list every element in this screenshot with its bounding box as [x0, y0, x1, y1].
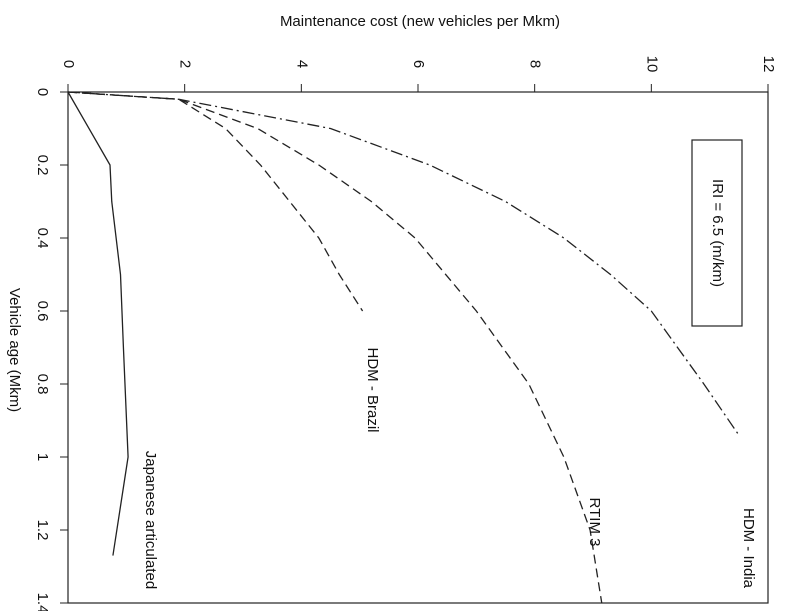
y-tick-label: 0 [60, 60, 77, 68]
x-tick-label: 0 [34, 88, 51, 96]
y-tick-label: 2 [177, 60, 194, 68]
line [67, 91, 740, 436]
y-tick-label: 12 [760, 56, 777, 73]
annotation-box [691, 139, 743, 327]
y-tick-label: 6 [410, 60, 427, 68]
line [67, 91, 129, 556]
x-tick-label: 1 [34, 453, 51, 461]
line [67, 91, 364, 312]
series-label: Japanese articulated [142, 451, 159, 589]
x-tick-label: 0.4 [34, 228, 51, 249]
series-label: HDM - Brazil [364, 348, 381, 433]
x-tick-label: 0.6 [34, 301, 51, 322]
annotation: IRI = 6.5 (m/km) [709, 179, 726, 287]
line [67, 91, 603, 604]
x-tick-label: 0.2 [34, 155, 51, 176]
x-axis-title: Vehicle age (Mkm) [6, 288, 23, 412]
y-tick-label: 8 [527, 60, 544, 68]
y-axis-title: Maintenance cost (new vehicles per Mkm) [280, 13, 560, 30]
x-tick-label: 1.4 [34, 593, 51, 611]
x-tick-label: 0.8 [34, 374, 51, 395]
y-tick-label: 4 [293, 60, 310, 68]
series-label: HDM - India [740, 508, 757, 589]
plot-frame [67, 91, 769, 604]
series-label: RTIM 3 [586, 498, 603, 547]
y-tick-label: 10 [643, 56, 660, 73]
x-tick-label: 1.2 [34, 520, 51, 541]
